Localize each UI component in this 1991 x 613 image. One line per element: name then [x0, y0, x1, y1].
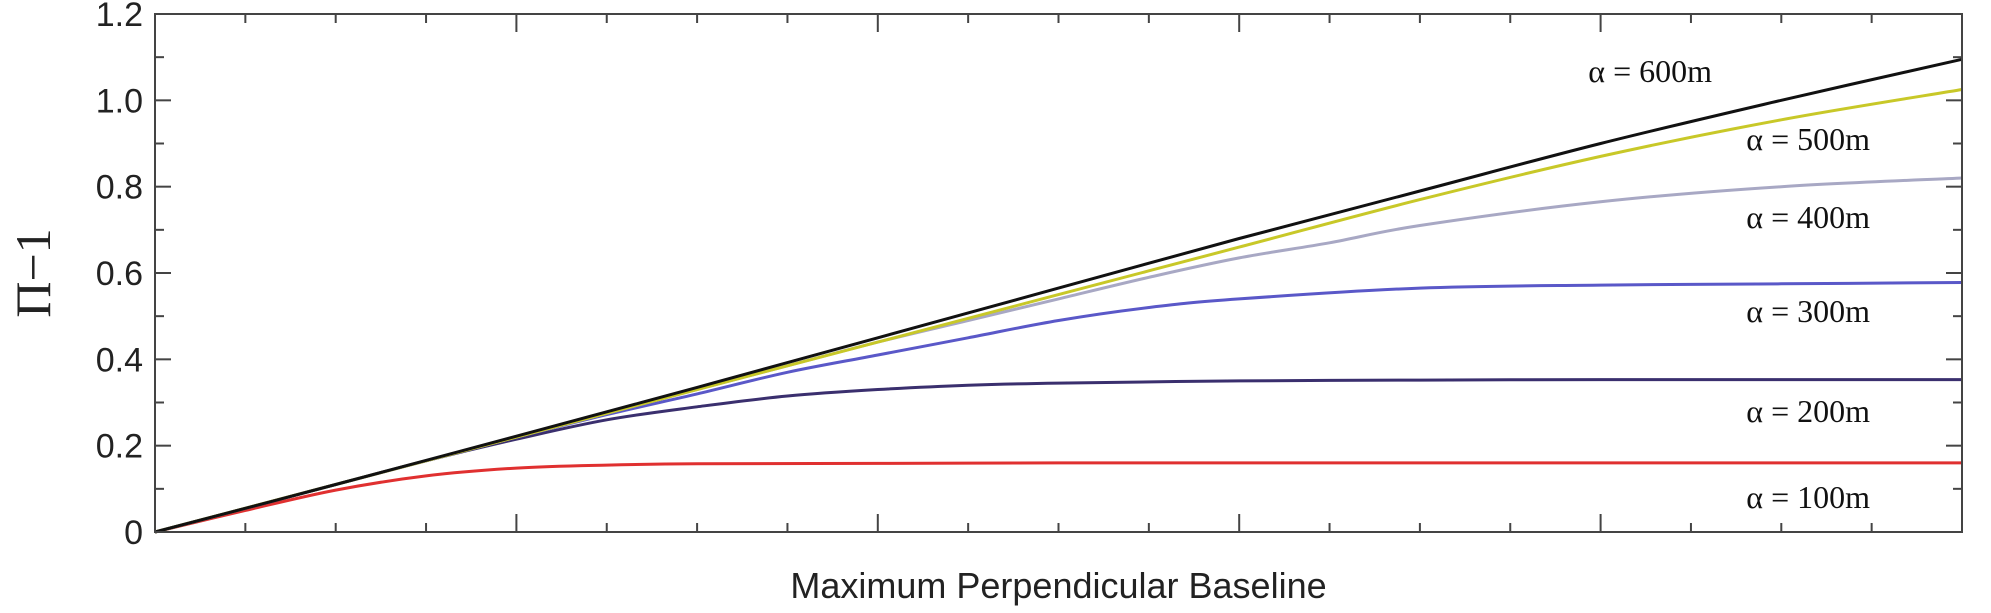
- series-label: α = 600m: [1588, 53, 1712, 89]
- plot-area: [154, 57, 1963, 534]
- y-tick-label: 1.2: [96, 0, 143, 34]
- y-tick-label: 0.2: [96, 428, 143, 466]
- tick-marks: [154, 13, 1963, 533]
- series-line: [154, 88, 1963, 534]
- y-tick-label: 0: [124, 514, 143, 552]
- series-label: α = 300m: [1746, 293, 1870, 329]
- y-tick-label: 0.8: [96, 169, 143, 207]
- series-label: α = 100m: [1746, 479, 1870, 515]
- series-line: [154, 461, 1962, 534]
- y-axis-label: Π−1: [5, 228, 61, 317]
- y-tick-label: 1.0: [96, 82, 143, 120]
- series-label: α = 200m: [1746, 393, 1870, 429]
- series-label: α = 500m: [1746, 121, 1870, 157]
- series-line: [154, 378, 1962, 534]
- tick-labels: 0 0.2 0.4 0.6 0.8 1.0 1.2: [96, 0, 143, 552]
- plot-frame: [154, 13, 1963, 533]
- series-labels: α = 100m α = 200m α = 300m α = 400m α = 500m…: [1588, 53, 1870, 515]
- y-tick-label: 0.6: [96, 255, 143, 293]
- series-line: [154, 176, 1963, 534]
- series-line: [154, 57, 1963, 534]
- y-tick-label: 0.4: [96, 341, 143, 379]
- series-label: α = 400m: [1746, 199, 1870, 235]
- series-line: [154, 281, 1963, 534]
- x-axis-label: Maximum Perpendicular Baseline: [790, 565, 1326, 606]
